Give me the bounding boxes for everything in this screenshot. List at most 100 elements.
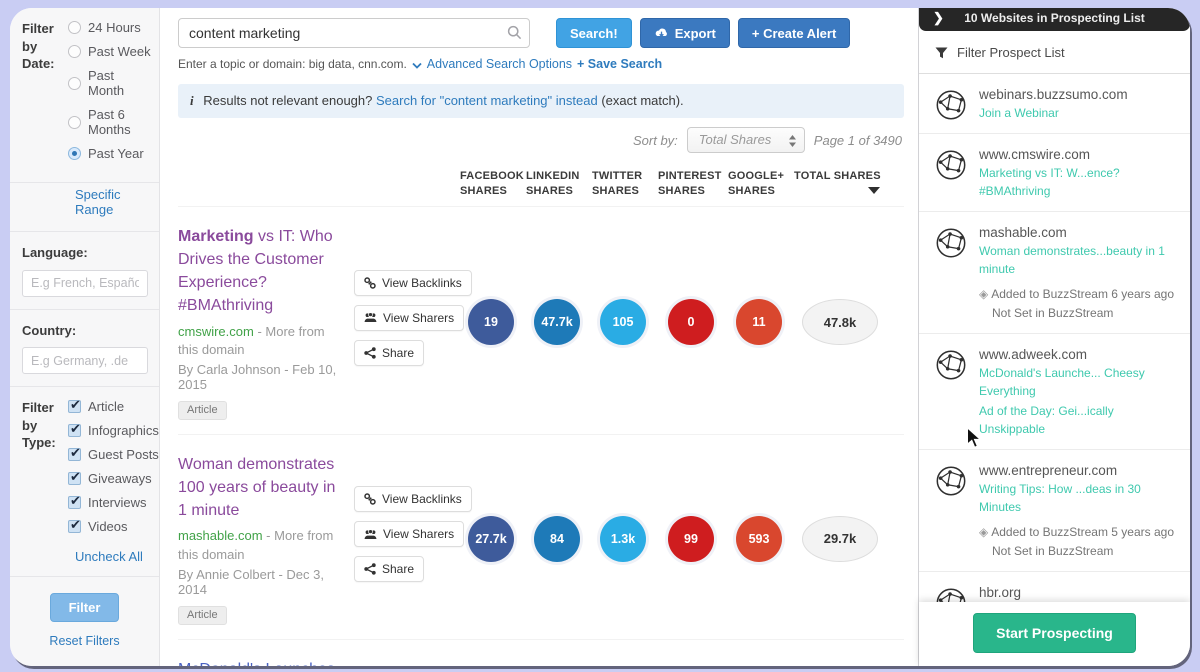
collapse-panel-icon[interactable]: ❯	[933, 10, 944, 25]
list-item[interactable]: mashable.com Woman demonstrates...beauty…	[919, 212, 1190, 335]
reset-filters-link[interactable]: Reset Filters	[49, 634, 120, 649]
specific-range-link[interactable]: Specific Range	[75, 187, 121, 217]
checkbox-icon[interactable]	[68, 397, 81, 414]
view-backlinks-label: View Backlinks	[382, 275, 462, 290]
sort-row: Sort by: Total Shares Page 1 of 3490	[178, 127, 902, 153]
list-item[interactable]: www.cmswire.com Marketing vs IT: W...enc…	[919, 134, 1190, 212]
view-sharers-label: View Sharers	[383, 527, 455, 542]
prospect-domain[interactable]: hbr.org	[979, 585, 1022, 601]
googleplus-shares-count: 593	[736, 515, 782, 562]
result-type-badge: Article	[178, 605, 227, 625]
prospect-article-link[interactable]: Marketing vs IT: W...ence? #BMAthriving	[979, 166, 1120, 198]
checkbox-icon[interactable]	[68, 517, 81, 534]
result-domain-link[interactable]: cmswire.com	[178, 323, 254, 339]
result-title[interactable]: Woman demonstrates 100 years of beauty i…	[178, 455, 336, 520]
radio-icon[interactable]	[68, 115, 81, 129]
country-input[interactable]	[22, 347, 148, 375]
globe-network-icon	[934, 88, 968, 122]
globe-network-icon	[934, 464, 968, 560]
relevance-notice: i Results not relevant enough? Search fo…	[178, 84, 904, 118]
share-icon	[364, 563, 376, 576]
prospect-article-link[interactable]: Ad of the Day: Gei...ically Unskippable	[979, 404, 1114, 437]
checkbox-giveaways[interactable]: Giveaways	[68, 469, 159, 487]
prospect-domain[interactable]: www.cmswire.com	[979, 147, 1091, 162]
googleplus-shares-count: 11	[736, 299, 782, 346]
prospect-domain[interactable]: mashable.com	[979, 225, 1067, 240]
checkbox-interviews[interactable]: Interviews	[68, 493, 159, 511]
result-domain-link[interactable]: mashable.com	[178, 528, 263, 544]
total-shares-label: TOTAL SHARES	[794, 170, 881, 182]
prospect-domain[interactable]: webinars.buzzsumo.com	[979, 87, 1128, 102]
column-header-twitter: TWITTER SHARES	[592, 170, 643, 198]
buzzstream-status: Not Set in BuzzStream	[992, 305, 1114, 320]
column-header-linkedin: LINKEDIN SHARES	[526, 170, 580, 198]
view-backlinks-button[interactable]: View Backlinks	[354, 486, 472, 513]
sort-select[interactable]: Total Shares	[686, 127, 805, 153]
language-section: Language:	[10, 232, 159, 310]
filter-prospect-list-label: Filter Prospect List	[957, 45, 1065, 60]
share-button[interactable]: Share	[354, 339, 425, 366]
prospect-domain[interactable]: www.adweek.com	[979, 347, 1088, 363]
column-header-facebook: FACEBOOK SHARES	[460, 170, 524, 198]
share-columns-header: FACEBOOK SHARES LINKEDIN SHARES TWITTER …	[178, 169, 904, 200]
checkbox-icon[interactable]	[68, 493, 81, 510]
checkbox-icon[interactable]	[68, 469, 81, 486]
radio-option-24-hours[interactable]: 24 Hours	[68, 20, 151, 35]
info-icon: i	[190, 93, 194, 108]
language-input[interactable]	[22, 269, 148, 297]
column-header-pinterest: PINTEREST SHARES	[658, 170, 722, 198]
start-prospecting-button[interactable]: Start Prospecting	[973, 613, 1136, 653]
filter-prospect-list[interactable]: Filter Prospect List	[919, 31, 1190, 74]
list-item[interactable]: www.entrepreneur.com Writing Tips: How .…	[919, 450, 1190, 573]
checkbox-guest-posts[interactable]: Guest Posts	[68, 445, 159, 462]
checkbox-icon[interactable]	[68, 421, 81, 438]
checkbox-icon[interactable]	[68, 445, 81, 462]
prospect-article-link[interactable]: Join a Webinar	[979, 106, 1059, 120]
exact-match-search-link[interactable]: Search for "content marketing" instead	[376, 93, 598, 108]
prospect-domain[interactable]: www.entrepreneur.com	[979, 463, 1118, 479]
radio-option-past-week[interactable]: Past Week	[68, 44, 151, 59]
total-shares-count: 29.7k	[802, 515, 878, 562]
filter-button[interactable]: Filter	[49, 593, 120, 623]
radio-option-past-year[interactable]: Past Year	[68, 146, 151, 161]
search-bar: Search! Export + Create Alert	[178, 18, 904, 48]
radio-label: Past Week	[88, 44, 151, 59]
list-item[interactable]: www.adweek.com McDonald's Launche... Che…	[919, 334, 1190, 451]
radio-option-past-month[interactable]: Past Month	[68, 68, 151, 98]
save-search-link[interactable]: + Save Search	[577, 57, 663, 71]
checkbox-videos[interactable]: Videos	[68, 517, 159, 534]
prospecting-list-title: 10 Websites in Prospecting List	[964, 11, 1145, 25]
result-title[interactable]: McDonald's Launches the Big Mac Lifestyl…	[178, 658, 340, 666]
result-byline: By Carla Johnson - Feb 10, 2015	[178, 361, 337, 392]
view-sharers-button[interactable]: View Sharers	[354, 521, 465, 548]
type-filter-section: Filter by Type: Article Infographics Gue…	[10, 387, 159, 578]
export-label: Export	[674, 25, 716, 41]
checkbox-infographics[interactable]: Infographics	[68, 421, 159, 438]
prospect-article-link[interactable]: Writing Tips: How ...deas in 30 Minutes	[979, 482, 1141, 515]
export-button[interactable]: Export	[639, 18, 730, 48]
radio-icon[interactable]	[68, 76, 81, 90]
checkbox-article[interactable]: Article	[68, 397, 159, 414]
twitter-shares-count: 105	[600, 299, 646, 346]
radio-icon-selected[interactable]	[68, 147, 81, 160]
prospecting-list-header: ❯ 10 Websites in Prospecting List	[919, 8, 1190, 31]
checkbox-label: Interviews	[88, 495, 147, 511]
result-row: McDonald's Launches the Big Mac Lifestyl…	[178, 638, 904, 666]
radio-icon[interactable]	[68, 21, 81, 34]
prospect-article-link[interactable]: McDonald's Launche... Cheesy Everything	[979, 366, 1145, 399]
checkbox-label: Giveaways	[88, 471, 152, 487]
view-sharers-button[interactable]: View Sharers	[354, 304, 465, 331]
radio-option-past-6-months[interactable]: Past 6 Months	[68, 107, 151, 137]
list-item[interactable]: webinars.buzzsumo.com Join a Webinar	[919, 74, 1190, 134]
view-backlinks-button[interactable]: View Backlinks	[354, 269, 472, 296]
result-title[interactable]: Marketing vs IT: Who Drives the Customer…	[178, 225, 340, 318]
search-input[interactable]	[178, 18, 530, 48]
create-alert-button[interactable]: + Create Alert	[737, 18, 851, 48]
search-button[interactable]: Search!	[556, 18, 632, 48]
share-button[interactable]: Share	[354, 556, 425, 583]
column-header-total-shares[interactable]: TOTAL SHARES	[794, 169, 881, 200]
radio-icon[interactable]	[68, 45, 81, 58]
prospect-article-link[interactable]: Woman demonstrates...beauty in 1 minute	[979, 244, 1165, 276]
advanced-search-options-link[interactable]: Advanced Search Options	[426, 57, 573, 71]
uncheck-all-link[interactable]: Uncheck All	[75, 549, 143, 565]
